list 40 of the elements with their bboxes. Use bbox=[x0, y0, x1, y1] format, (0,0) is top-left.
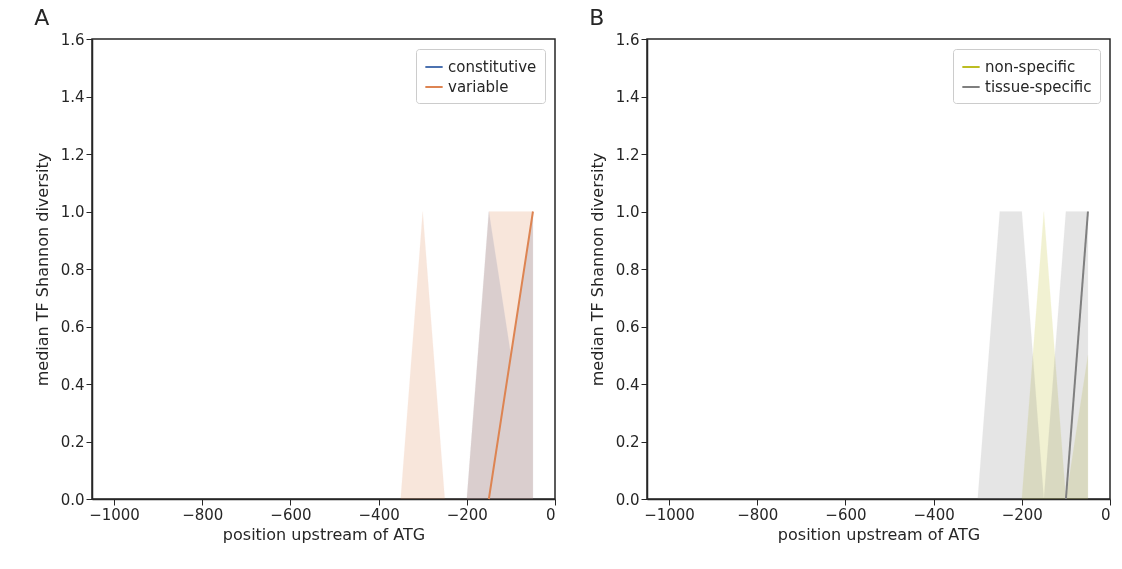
y-tick-label: 1.4 bbox=[615, 88, 640, 106]
y-tick-label: 0.4 bbox=[615, 375, 640, 394]
x-tick-label: −800 bbox=[737, 505, 779, 524]
y-axis-title: median TF Shannon diversity bbox=[587, 152, 607, 387]
chart-title: A bbox=[34, 5, 50, 30]
y-tick-label: 1.6 bbox=[60, 30, 85, 49]
y-tick-label: 0.2 bbox=[615, 433, 640, 451]
x-tick-label: −600 bbox=[825, 505, 867, 524]
x-tick-label: −1000 bbox=[644, 505, 695, 524]
y-tick-label: 0.0 bbox=[60, 490, 85, 509]
x-tick-label: 0 bbox=[545, 505, 556, 524]
y-tick-label: 1.4 bbox=[60, 88, 85, 106]
legend-label: tissue-specific bbox=[985, 78, 1092, 96]
y-tick-label: 0.8 bbox=[615, 260, 640, 279]
y-tick-label: 1.0 bbox=[615, 203, 640, 221]
y-tick-label: 1.2 bbox=[615, 145, 640, 164]
y-tick-label: 0.8 bbox=[60, 260, 85, 279]
x-tick-label: −800 bbox=[182, 505, 224, 524]
x-tick-label: −200 bbox=[1001, 505, 1043, 524]
y-tick-label: 1.2 bbox=[60, 145, 85, 164]
x-axis-title: position upstream of ATG bbox=[222, 524, 426, 544]
x-tick-label: −400 bbox=[913, 505, 955, 524]
x-tick-label: −600 bbox=[270, 505, 312, 524]
y-tick-label: 1.6 bbox=[615, 30, 640, 49]
y-tick-label: 0.2 bbox=[60, 433, 85, 451]
y-tick-label: 0.0 bbox=[615, 490, 640, 509]
x-tick-label: −1000 bbox=[89, 505, 140, 524]
legend-label: constitutive bbox=[448, 58, 537, 76]
x-tick-label: 0 bbox=[1100, 505, 1111, 524]
x-tick-label: −200 bbox=[446, 505, 488, 524]
legend-label: non-specific bbox=[985, 58, 1076, 76]
chart-title: B bbox=[589, 5, 605, 30]
y-tick-label: 1.0 bbox=[60, 203, 85, 221]
legend-label: variable bbox=[448, 78, 509, 96]
y-tick-label: 0.6 bbox=[60, 318, 85, 336]
x-tick-label: −400 bbox=[358, 505, 400, 524]
y-axis-title: median TF Shannon diversity bbox=[32, 152, 52, 387]
x-axis-title: position upstream of ATG bbox=[777, 524, 981, 544]
y-tick-label: 0.6 bbox=[615, 318, 640, 336]
y-tick-label: 0.4 bbox=[60, 375, 85, 394]
